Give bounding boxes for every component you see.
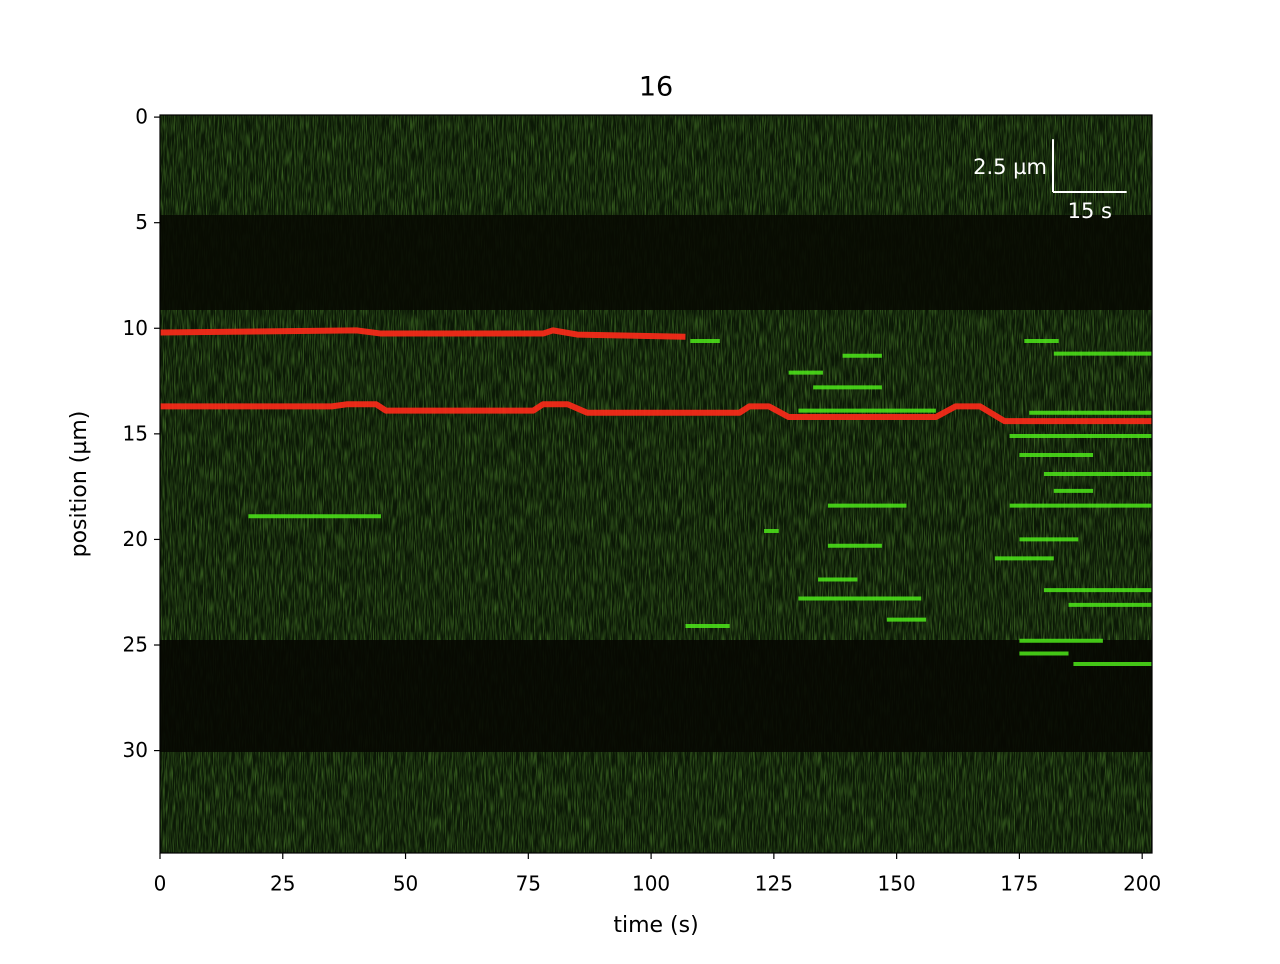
red-trace bbox=[160, 401, 1152, 425]
y-tick-label: 20 bbox=[123, 527, 148, 551]
x-tick-label: 25 bbox=[270, 872, 295, 896]
marks bbox=[160, 327, 1152, 667]
x-tick-label: 50 bbox=[393, 872, 418, 896]
y-axis-label: position (µm) bbox=[67, 411, 92, 558]
x-tick-label: 75 bbox=[516, 872, 541, 896]
y-tick-label: 30 bbox=[123, 738, 148, 762]
x-tick-label: 200 bbox=[1123, 872, 1161, 896]
x-axis-label: time (s) bbox=[613, 913, 698, 938]
plot-frame bbox=[159, 114, 1153, 854]
y-tick-label: 0 bbox=[135, 105, 148, 129]
x-tick-label: 125 bbox=[755, 872, 793, 896]
red-trace bbox=[160, 327, 686, 340]
x-tick-label: 175 bbox=[1000, 872, 1038, 896]
x-tick-label: 0 bbox=[154, 872, 167, 896]
x-tick-label: 100 bbox=[632, 872, 670, 896]
y-tick-label: 5 bbox=[135, 210, 148, 234]
scalebar-y-label: 2.5 µm bbox=[973, 155, 1047, 179]
y-tick-label: 10 bbox=[123, 316, 148, 340]
chart-title: 16 bbox=[639, 72, 673, 103]
x-tick-label: 150 bbox=[878, 872, 916, 896]
y-tick-label: 25 bbox=[123, 633, 148, 657]
scalebar-x-label: 15 s bbox=[1068, 199, 1112, 223]
image-background bbox=[160, 115, 1152, 853]
y-tick-label: 15 bbox=[123, 421, 148, 445]
